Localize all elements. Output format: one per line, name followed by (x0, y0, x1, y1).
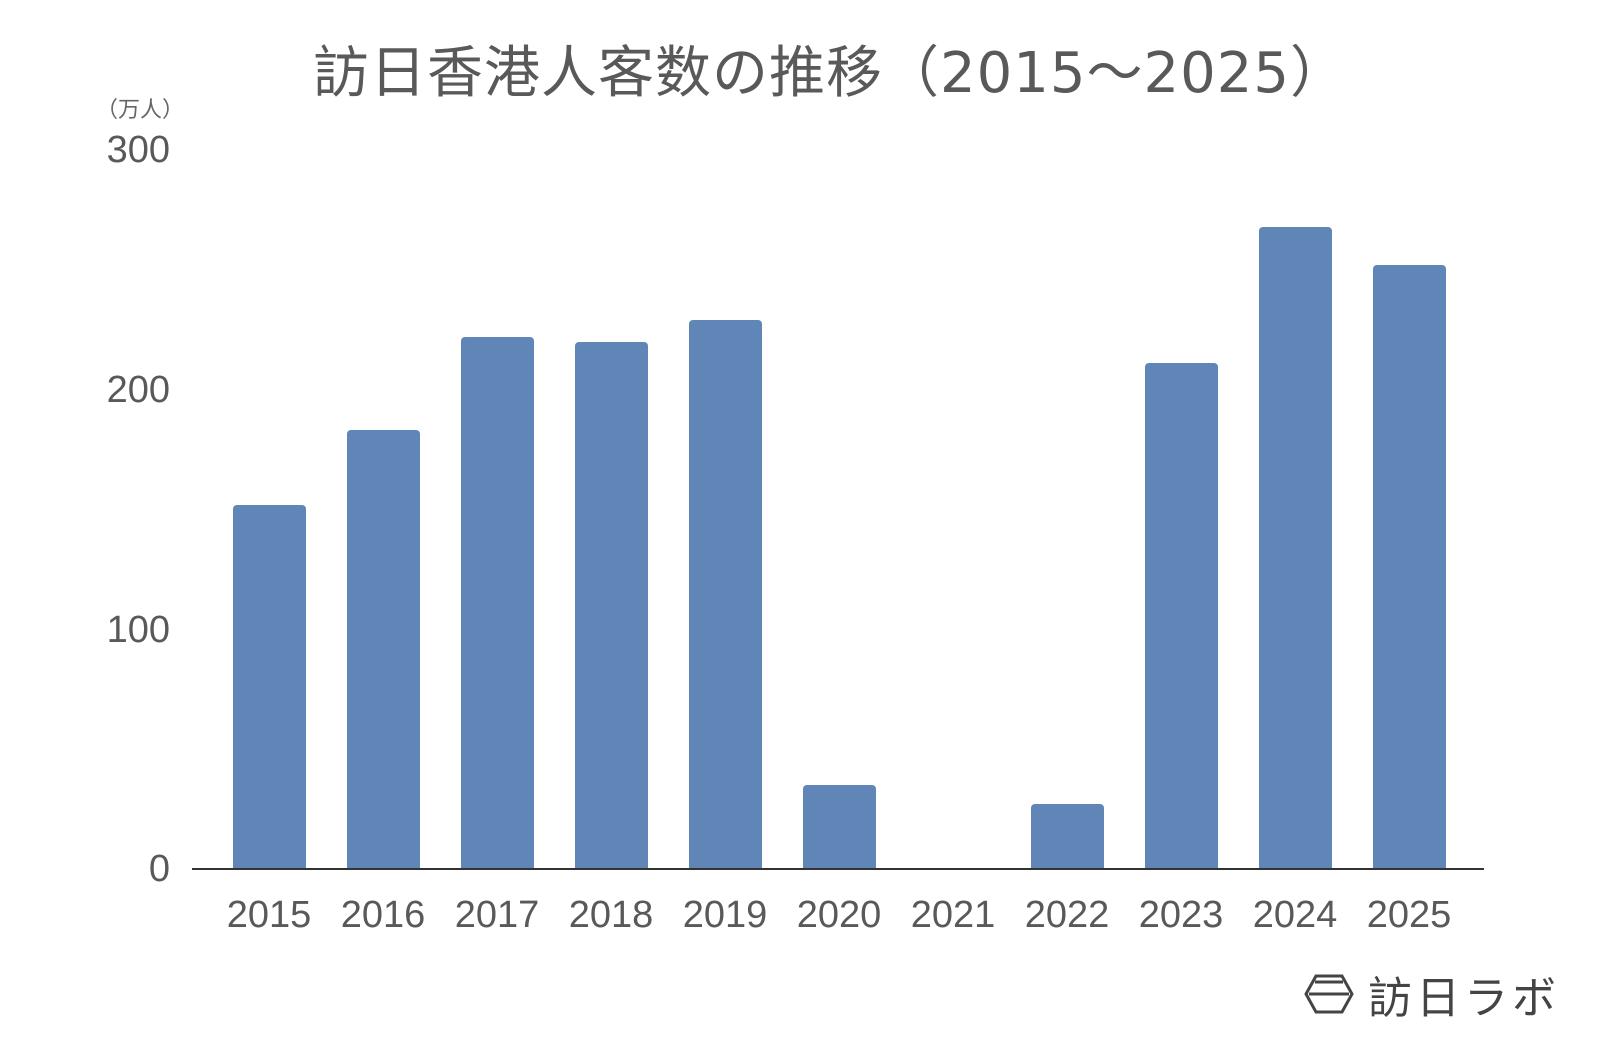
brand-logo-text: 訪日ラボ (1368, 973, 1560, 1024)
y-tick-0: 0 (148, 848, 170, 890)
bar-2025 (1372, 265, 1446, 869)
x-tick-2018: 2018 (568, 894, 654, 936)
x-axis-line (192, 868, 1484, 870)
logo-hexagon-icon (1304, 974, 1354, 1014)
bar-2022 (1030, 804, 1104, 869)
x-tick-2022: 2022 (1024, 894, 1110, 936)
x-tick-2025: 2025 (1366, 894, 1452, 936)
x-tick-2016: 2016 (340, 894, 426, 936)
x-tick-2020: 2020 (796, 894, 882, 936)
bar-2020 (802, 785, 876, 869)
x-tick-2021: 2021 (910, 894, 996, 936)
y-tick-300: 300 (106, 129, 170, 171)
bar-2015 (232, 504, 306, 869)
x-tick-2019: 2019 (682, 894, 768, 936)
x-tick-2023: 2023 (1138, 894, 1224, 936)
y-tick-200: 200 (106, 369, 170, 411)
x-tick-2024: 2024 (1252, 894, 1338, 936)
x-tick-2017: 2017 (454, 894, 540, 936)
y-axis-unit-label: （万人） (96, 98, 185, 123)
plot-area (192, 150, 1484, 869)
brand-logo: 訪日ラボ (1304, 962, 1560, 1026)
bar-2018 (574, 341, 648, 869)
bar-2023 (1144, 363, 1218, 869)
y-tick-100: 100 (106, 609, 170, 651)
bar-2017 (460, 336, 534, 869)
bar-2016 (346, 430, 420, 869)
bar-2024 (1258, 226, 1332, 869)
bar-2019 (688, 320, 762, 869)
x-tick-2015: 2015 (226, 894, 312, 936)
chart-title: 訪日香港人客数の推移（2015～2025） (312, 41, 1348, 106)
